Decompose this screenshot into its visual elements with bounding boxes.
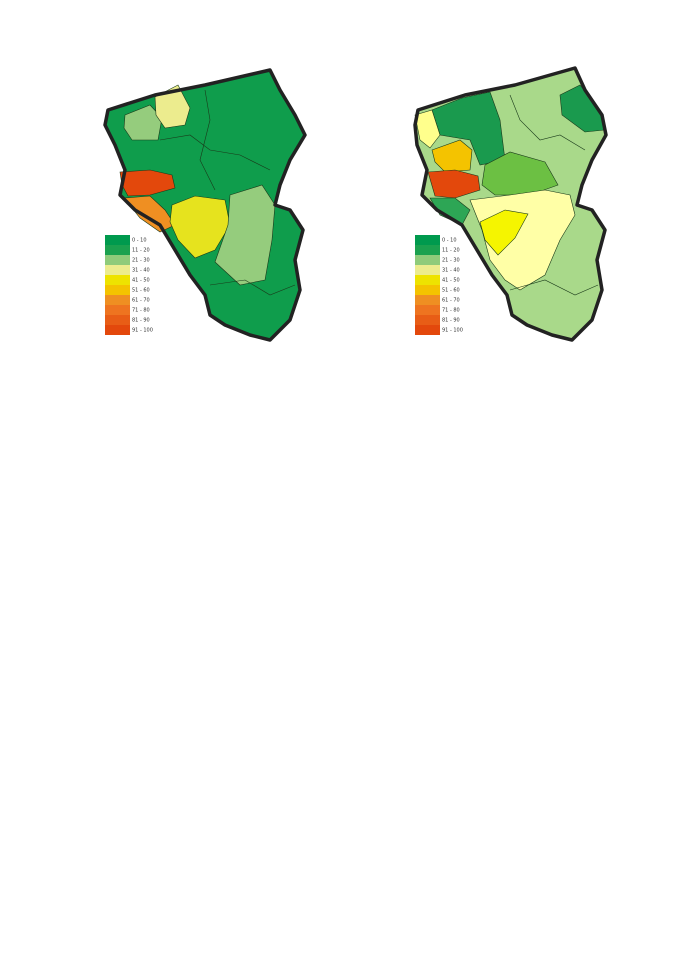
- legend-swatch: [415, 235, 440, 245]
- legend-swatch: [415, 275, 440, 285]
- map: [103, 68, 307, 342]
- legend-swatch: [105, 275, 130, 285]
- legend-swatch: [415, 255, 440, 265]
- legend-label: 21 - 30: [442, 258, 460, 264]
- map: [413, 66, 608, 342]
- map-outline: [413, 66, 608, 342]
- legend-swatch: [105, 245, 130, 255]
- legend-label: 51 - 60: [442, 288, 460, 294]
- legend-swatch: [105, 285, 130, 295]
- region: [431, 139, 473, 173]
- legend-label: 91 - 100: [132, 328, 153, 334]
- legend-swatch: [105, 305, 130, 315]
- legend-label: 91 - 100: [442, 328, 463, 334]
- legend-label: 41 - 50: [442, 278, 460, 284]
- legend-swatch: [415, 285, 440, 295]
- legend-swatch: [415, 265, 440, 275]
- legend-swatch: [105, 325, 130, 335]
- legend-swatch: [415, 295, 440, 305]
- legend-swatch: [105, 315, 130, 325]
- legend-swatch: [105, 255, 130, 265]
- legend-label: 41 - 50: [132, 278, 150, 284]
- legend-label: 11 - 20: [442, 248, 460, 254]
- legend-swatch: [415, 305, 440, 315]
- legend-label: 71 - 80: [442, 308, 460, 314]
- legend-label: 31 - 40: [442, 268, 460, 274]
- legend-swatch: [105, 235, 130, 245]
- legend-label: 51 - 60: [132, 288, 150, 294]
- legend-swatch: [105, 295, 130, 305]
- legend: 0 - 10 11 - 20 21 - 30 31 - 40 41 - 50 51 - 6…: [105, 235, 153, 335]
- legend-label: 61 - 70: [132, 298, 150, 304]
- legend-swatch: [105, 265, 130, 275]
- legend-label: 71 - 80: [132, 308, 150, 314]
- legend-label: 21 - 30: [132, 258, 150, 264]
- legend-swatch: [415, 325, 440, 335]
- region: [414, 109, 441, 149]
- legend-label: 81 - 90: [442, 318, 460, 324]
- region: [479, 209, 529, 256]
- region: [154, 84, 191, 129]
- legend-label: 81 - 90: [132, 318, 150, 324]
- region: [427, 169, 481, 199]
- region: [169, 195, 231, 259]
- region: [214, 184, 276, 286]
- legend-label: 61 - 70: [442, 298, 460, 304]
- map-outline: [103, 68, 307, 342]
- legend: 0 - 10 11 - 20 21 - 30 31 - 40 41 - 50 51 - 6…: [415, 235, 463, 335]
- legend-label: 11 - 20: [132, 248, 150, 254]
- legend-label: 0 - 10: [132, 238, 147, 244]
- legend-label: 31 - 40: [132, 268, 150, 274]
- legend-swatch: [415, 245, 440, 255]
- legend-swatch: [415, 315, 440, 325]
- region: [123, 104, 163, 141]
- legend-label: 0 - 10: [442, 238, 457, 244]
